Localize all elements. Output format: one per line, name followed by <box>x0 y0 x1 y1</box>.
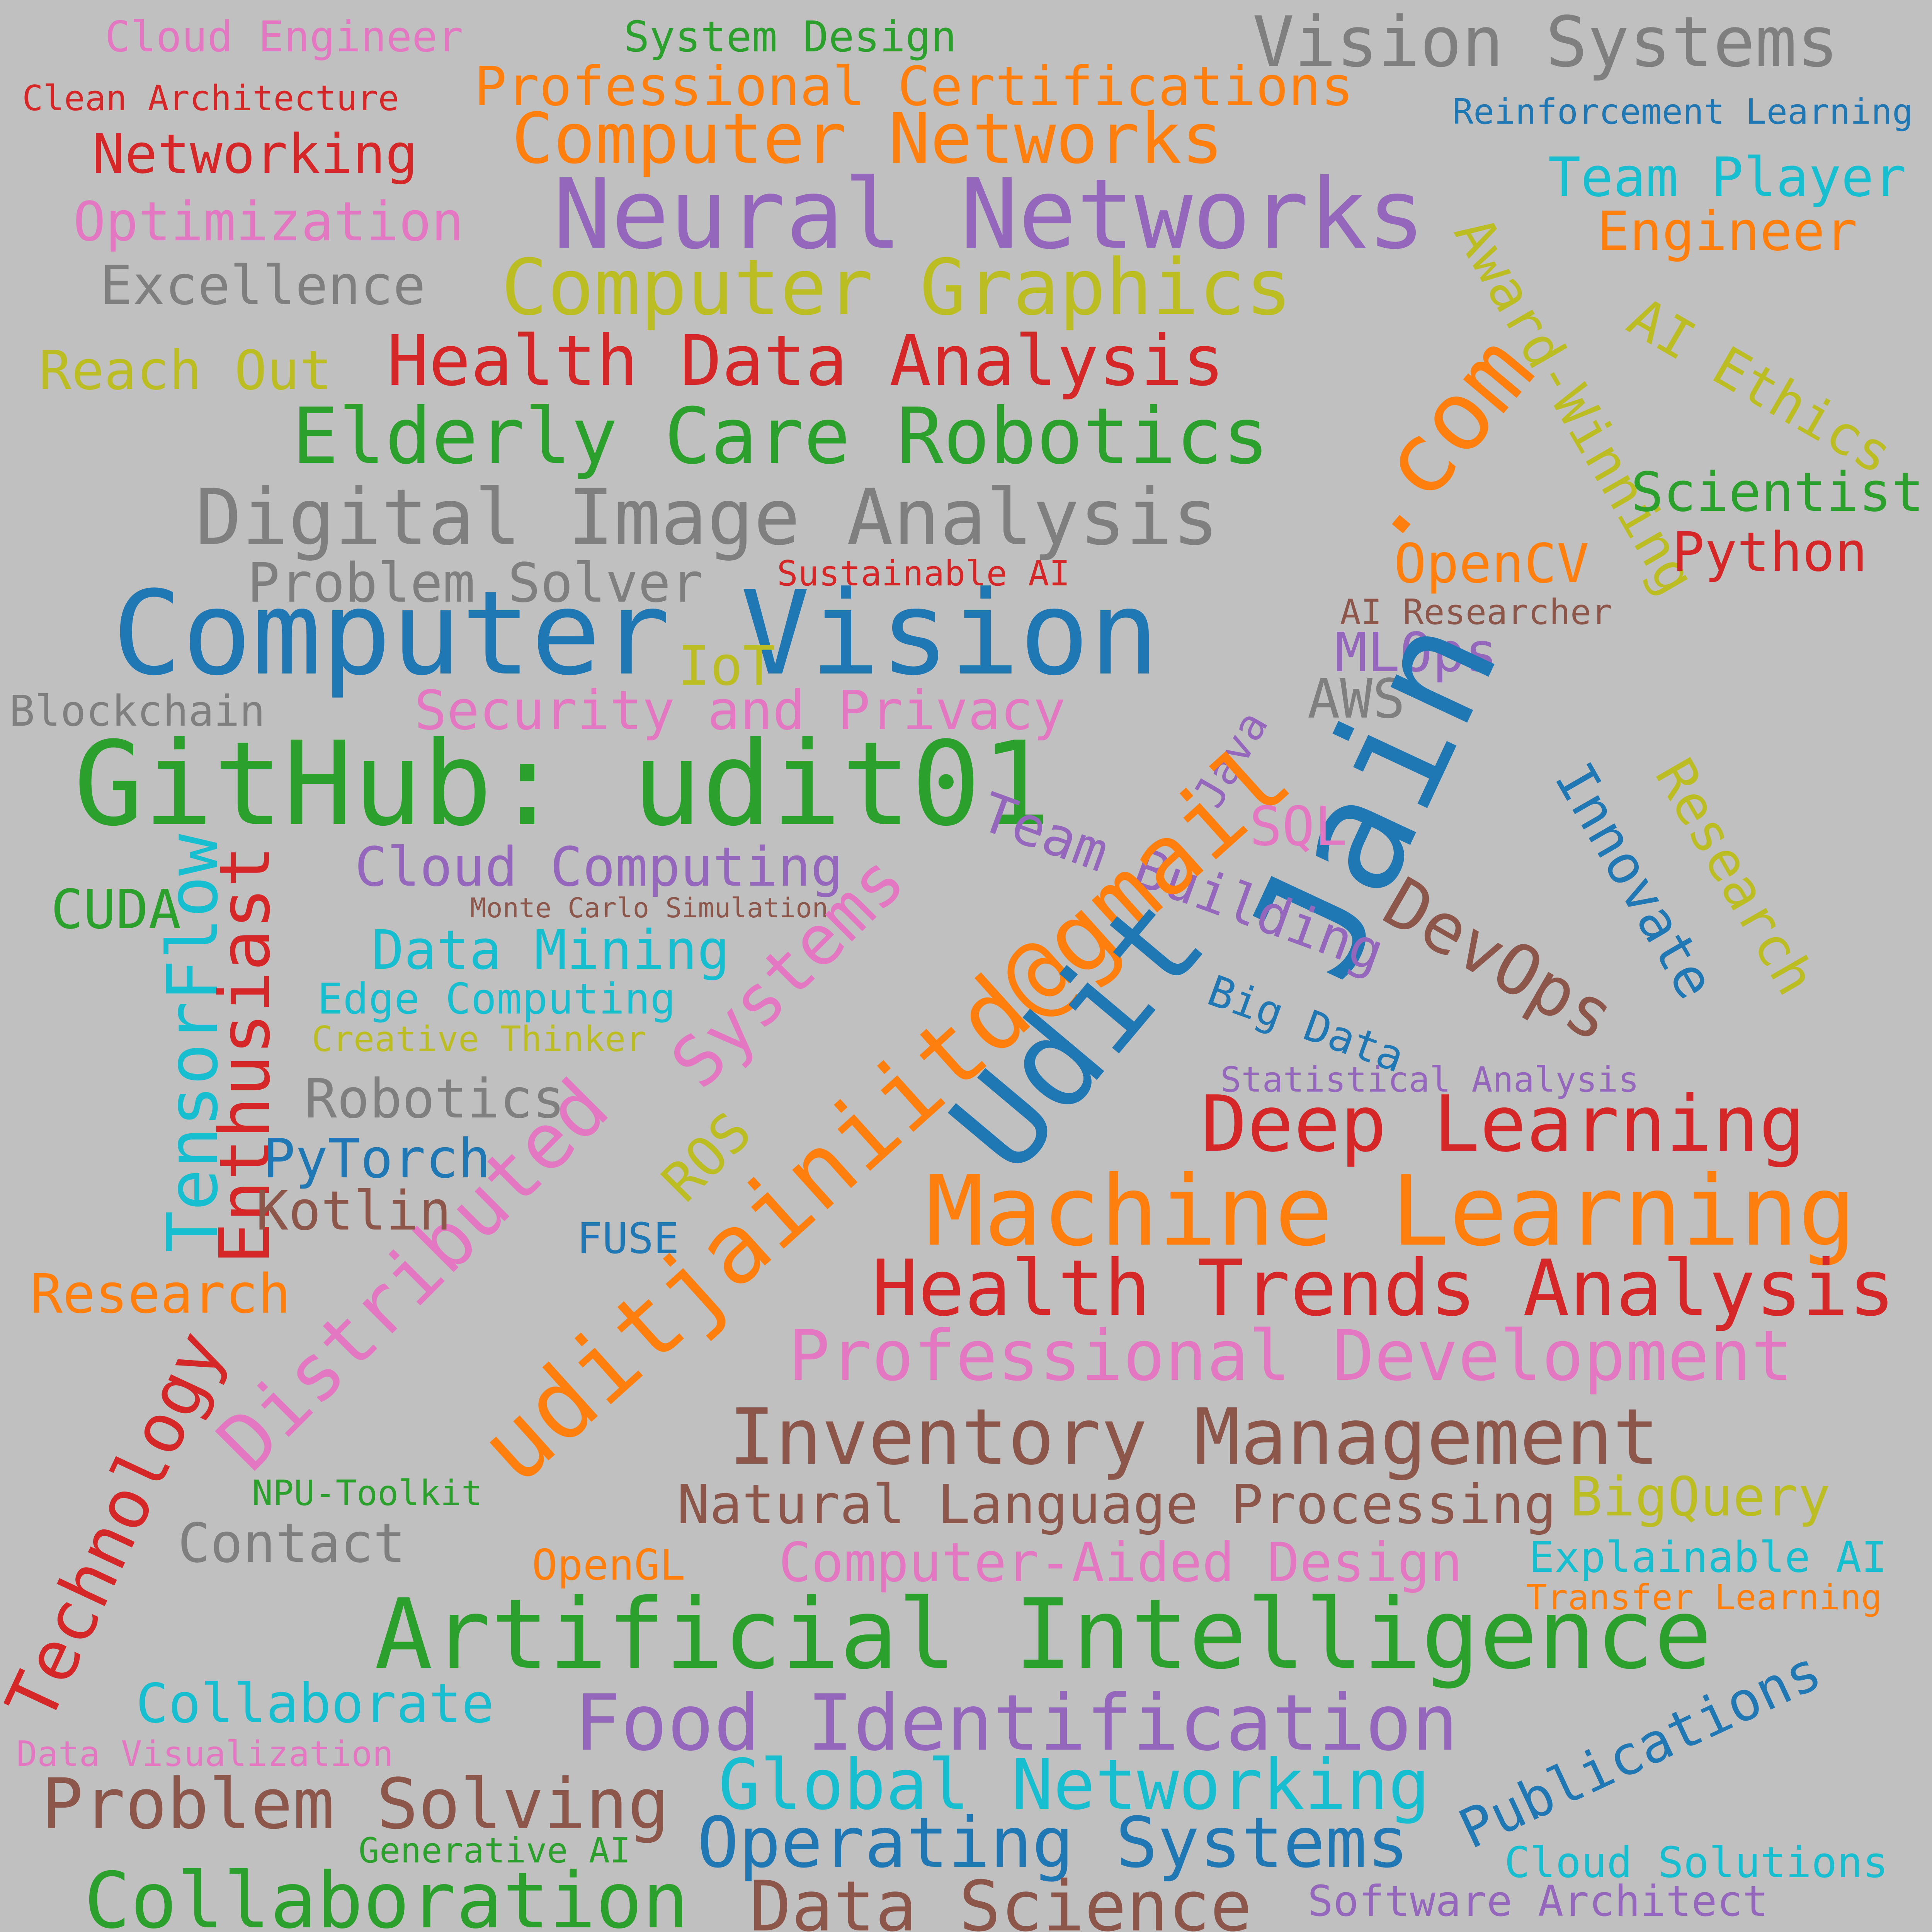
word-reinforcement-learning: Reinforcement Learning <box>1452 92 1913 132</box>
word-transfer-learning: Transfer Learning <box>1526 1577 1882 1618</box>
word-inventory-management: Inventory Management <box>728 1392 1660 1482</box>
word-sustainable-ai: Sustainable AI <box>777 553 1070 594</box>
word-opengl: OpenGL <box>532 1540 685 1590</box>
word-bigquery: BigQuery <box>1570 1466 1831 1529</box>
word-robotics: Robotics <box>304 1068 565 1131</box>
word-computer-aided-design: Computer-Aided Design <box>778 1531 1463 1594</box>
word-cloud-computing: Cloud Computing <box>354 836 844 899</box>
word-data-visualization: Data Visualization <box>16 1734 393 1774</box>
word-research-orange: Research <box>30 1263 291 1326</box>
word-health-data-analysis: Health Data Analysis <box>387 321 1225 401</box>
word-cuda: CUDA <box>51 878 181 941</box>
word-iot: IoT <box>677 635 776 698</box>
word-monte-carlo-simulation: Monte Carlo Simulation <box>470 892 828 924</box>
word-team-player: Team Player <box>1548 146 1906 209</box>
word-deep-learning: Deep Learning <box>1201 1079 1806 1169</box>
word-optimization: Optimization <box>73 190 464 253</box>
word-fuse: FUSE <box>577 1214 679 1263</box>
word-clean-architecture: Clean Architecture <box>22 78 399 119</box>
word-reach-out: Reach Out <box>39 339 332 402</box>
word-excellence: Excellence <box>100 254 426 317</box>
word-machine-learning: Machine Learning <box>925 1155 1857 1267</box>
word-generative-ai: Generative AI <box>358 1830 631 1871</box>
word-python: Python <box>1672 521 1867 584</box>
word-pytorch: PyTorch <box>262 1128 491 1190</box>
word-collaboration: Collaboration <box>84 1856 689 1932</box>
word-sql: SQL <box>1249 795 1347 858</box>
word-ai-researcher: AI Researcher <box>1340 592 1612 633</box>
word-professional-certifications: Professional Certifications <box>474 55 1354 118</box>
word-contact: Contact <box>177 1512 406 1575</box>
word-scientist: Scientist <box>1631 461 1924 524</box>
word-elderly-care-robotics: Elderly Care Robotics <box>292 391 1269 481</box>
word-mlops: MLOps <box>1335 621 1498 684</box>
word-engineer: Engineer <box>1597 200 1858 263</box>
word-edge-computing: Edge Computing <box>317 974 676 1024</box>
word-creative-thinker: Creative Thinker <box>311 1019 647 1060</box>
word-data-science: Data Science <box>749 1866 1252 1932</box>
word-devops: DevOps <box>1370 862 1629 1058</box>
word-food-identification: Food Identification <box>574 1678 1458 1768</box>
word-explainable-ai: Explainable AI <box>1529 1532 1887 1582</box>
word-cloud-engineer: Cloud Engineer <box>105 12 463 61</box>
word-dot-com: .com <box>1319 315 1555 566</box>
word-computer-vision: Computer Vision <box>112 566 1159 701</box>
word-global-networking: Global Networking <box>718 1745 1430 1825</box>
word-natural-language-processing: Natural Language Processing <box>677 1473 1556 1536</box>
word-statistical-analysis: Statistical Analysis <box>1220 1060 1639 1100</box>
word-vision-systems: Vision Systems <box>1252 2 1839 83</box>
word-ai-ethics: AI Ethics <box>1617 286 1903 487</box>
word-aws: AWS <box>1307 668 1405 731</box>
word-networking: Networking <box>92 123 418 186</box>
word-data-mining: Data Mining <box>371 919 730 982</box>
word-system-design: System Design <box>624 12 957 61</box>
word-neural-networks: Neural Networks <box>553 158 1425 270</box>
word-computer-graphics: Computer Graphics <box>501 243 1292 333</box>
word-collaborate: Collaborate <box>136 1672 494 1735</box>
word-opencv: OpenCV <box>1394 532 1589 595</box>
word-health-trends-analysis: Health Trends Analysis <box>871 1243 1895 1333</box>
word-artificial-intelligence: Artificial Intelligence <box>374 1578 1712 1690</box>
word-digital-image-analysis: Digital Image Analysis <box>195 473 1219 563</box>
word-problem-solver: Problem Solver <box>247 552 704 615</box>
word-npu-toolkit: NPU-Toolkit <box>252 1473 483 1514</box>
word-software-architect: Software Architect <box>1307 1876 1769 1926</box>
word-security-and-privacy: Security and Privacy <box>414 679 1066 742</box>
word-github-udit01: GitHub: udit01 <box>73 717 1051 852</box>
word-blockchain: Blockchain <box>9 686 265 736</box>
word-kotlin: Kotlin <box>256 1180 451 1243</box>
word-problem-solving: Problem Solving <box>41 1764 670 1845</box>
word-computer-networks: Computer Networks <box>511 99 1224 179</box>
word-operating-systems: Operating Systems <box>697 1803 1409 1883</box>
word-cloud-solutions: Cloud Solutions <box>1504 1838 1888 1887</box>
word-professional-development: Professional Development <box>788 1316 1793 1396</box>
